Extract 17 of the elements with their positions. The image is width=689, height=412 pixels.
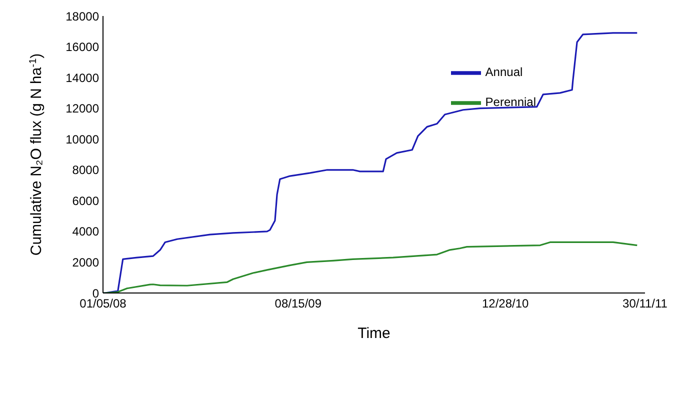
legend-label: Perennial — [485, 95, 536, 110]
legend-label: Annual — [485, 65, 523, 80]
line-series — [103, 241, 638, 293]
x-tick-label: 12/28/10 — [482, 296, 530, 311]
x-tick-label: 08/15/09 — [274, 296, 322, 311]
x-axis-title: Time — [358, 325, 390, 342]
y-tick-label: 12000 — [66, 102, 100, 116]
y-tick-label: 2000 — [72, 255, 100, 270]
y-tick-label: 10000 — [66, 132, 100, 146]
y-tick-label: 18000 — [66, 9, 100, 24]
x-tick-label: 30/11/11 — [622, 296, 668, 311]
y-tick-label: 6000 — [72, 194, 100, 208]
y-tick-label: 16000 — [66, 40, 100, 54]
y-tick-label: 8000 — [72, 163, 100, 178]
x-tick-label: 01/05/08 — [80, 296, 127, 311]
y-tick-label: 14000 — [66, 70, 100, 85]
y-tick-label: 4000 — [72, 224, 100, 239]
